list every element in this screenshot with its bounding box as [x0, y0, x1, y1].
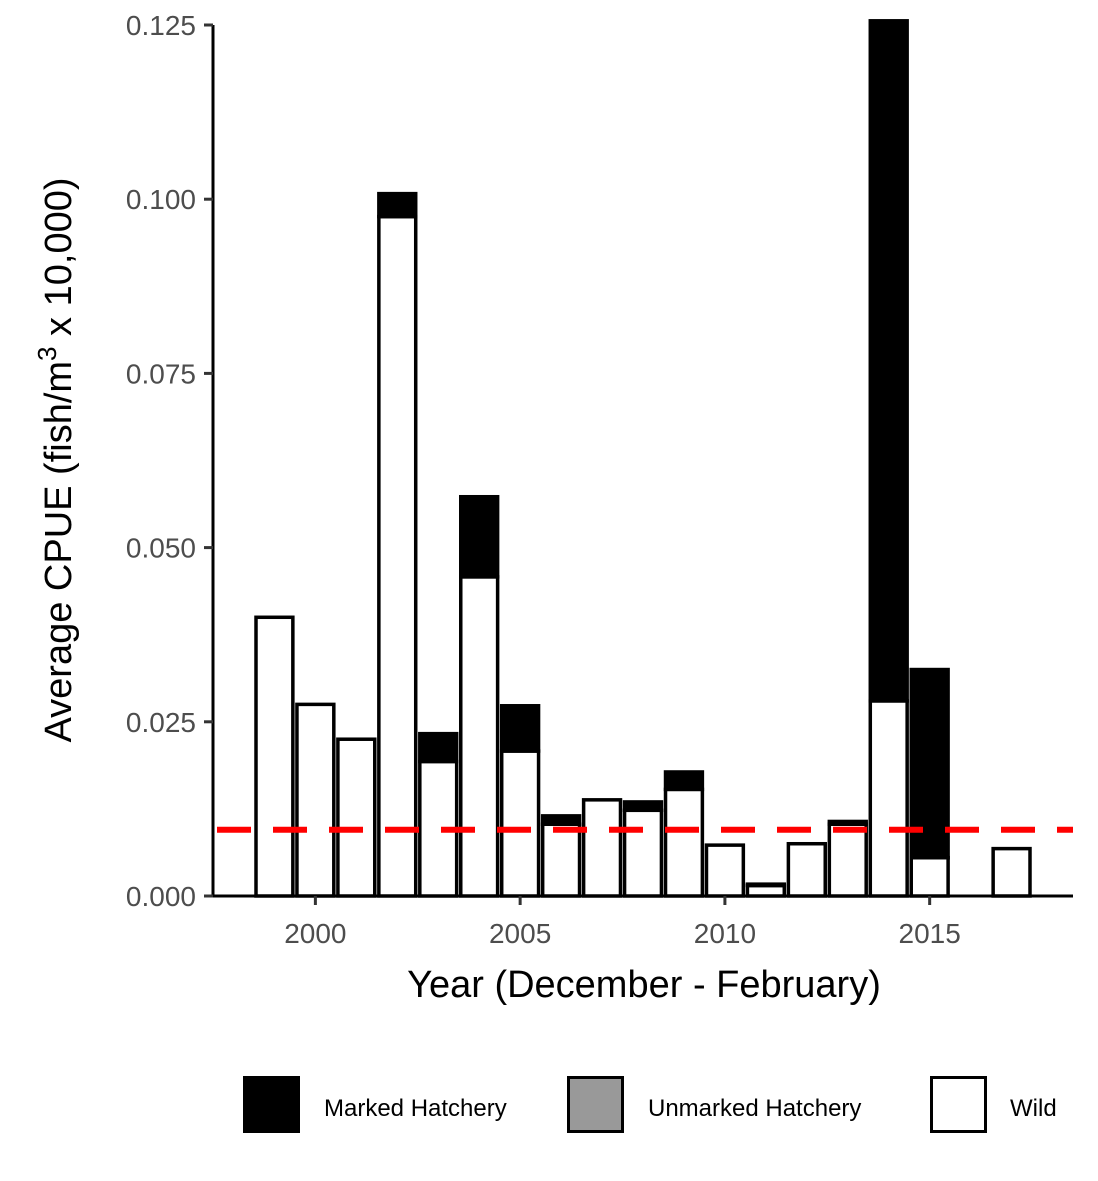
- legend-key-unmarked-hatchery: [567, 1076, 624, 1133]
- bars-layer: [254, 19, 1032, 898]
- y-tick-label: 0.100: [126, 184, 196, 215]
- bar-wild-1999: [254, 615, 295, 898]
- legend-key-marked-hatchery: [243, 1076, 300, 1133]
- axes-layer: 0.000 0.025 0.050 0.075 0.100 0.125 2000 2005 20…: [126, 10, 1073, 949]
- bar-wild-2005: [499, 749, 541, 898]
- bar-marked-hatchery-2009: [663, 770, 705, 792]
- x-axis-title: Year (December - February): [407, 964, 881, 1006]
- y-tick-label: 0.075: [126, 358, 196, 389]
- legend: Marked Hatchery Unmarked Hatchery Wild: [243, 1076, 1057, 1133]
- bar-marked-hatchery-2013: [827, 819, 868, 826]
- x-tick-label: 2010: [694, 918, 756, 949]
- x-tick-label: 2005: [489, 918, 551, 949]
- bar-marked-hatchery-2011: [745, 882, 787, 888]
- bar-wild-2012: [786, 841, 827, 898]
- bar-wild-2014: [868, 699, 909, 898]
- y-axis-title-superscript: 3: [32, 346, 62, 360]
- bar-marked-hatchery-2015: [909, 667, 950, 860]
- bar-marked-hatchery-2008: [622, 800, 664, 813]
- legend-label-wild: Wild: [1010, 1095, 1057, 1122]
- bar-wild-2015: [909, 855, 950, 898]
- bar-wild-2017: [991, 846, 1032, 898]
- bar-marked-hatchery-2003: [418, 731, 459, 764]
- bar-wild-2001: [336, 737, 377, 898]
- y-axis-title-suffix: x 10,000): [38, 177, 80, 346]
- y-tick-label: 0.125: [126, 10, 196, 41]
- y-axis-title-prefix: Average CPUE (fish/m: [38, 361, 80, 743]
- bar-marked-hatchery-2004: [459, 494, 500, 579]
- y-tick-label: 0.025: [126, 707, 196, 738]
- bar-marked-hatchery-2014: [868, 19, 909, 703]
- legend-label-marked-hatchery: Marked Hatchery: [324, 1095, 507, 1122]
- bar-wild-2007: [581, 798, 623, 898]
- bar-wild-2010: [704, 843, 746, 898]
- bar-wild-2009: [663, 787, 705, 898]
- bar-wild-2000: [295, 702, 336, 898]
- y-axis-title: Average CPUE (fish/m3 x 10,000): [32, 177, 80, 742]
- x-tick-label: 2000: [284, 918, 346, 949]
- bar-wild-2004: [459, 575, 500, 898]
- bar-marked-hatchery-2005: [499, 704, 541, 753]
- bar-wild-2006: [540, 822, 582, 898]
- y-tick-label: 0.000: [126, 881, 196, 912]
- bar-wild-2013: [827, 822, 868, 898]
- legend-key-wild: [930, 1076, 987, 1133]
- y-tick-label: 0.050: [126, 533, 196, 564]
- x-tick-label: 2015: [899, 918, 961, 949]
- bar-marked-hatchery-2002: [377, 191, 418, 219]
- bar-wild-2008: [622, 808, 664, 898]
- bar-marked-hatchery-2006: [540, 814, 582, 826]
- bar-wild-2002: [377, 214, 418, 898]
- legend-label-unmarked-hatchery: Unmarked Hatchery: [648, 1095, 861, 1122]
